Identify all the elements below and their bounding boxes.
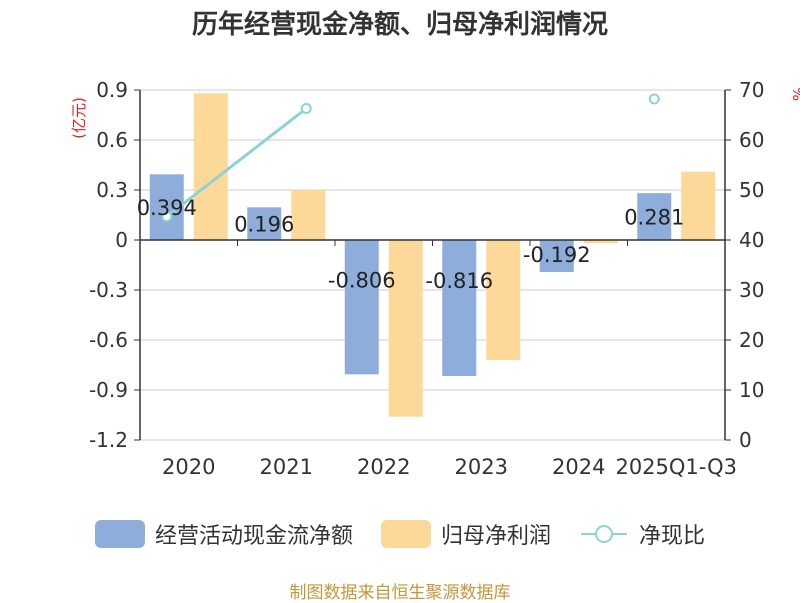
- x-tick-label: 2020: [162, 455, 215, 479]
- bar-operating-cash-flow: [637, 193, 672, 240]
- legend-line-marker-icon: [581, 525, 627, 543]
- x-tick-label: 2021: [260, 455, 313, 479]
- bar-net-profit: [681, 171, 716, 240]
- y-right-tick-label: 40: [739, 228, 764, 252]
- data-label-operating-cash-flow: -0.192: [523, 243, 591, 267]
- ratio-point: [648, 93, 660, 105]
- bar-operating-cash-flow: [442, 240, 477, 376]
- y-right-tick-label: 30: [739, 278, 764, 302]
- y-right-tick-label: 20: [739, 328, 764, 352]
- x-tick-label: 2024: [552, 455, 605, 479]
- bar-operating-cash-flow: [247, 207, 282, 240]
- y-right-tick-label: 60: [739, 128, 764, 152]
- legend-label-net-profit: 归母净利润: [440, 524, 551, 549]
- bar-operating-cash-flow: [539, 240, 574, 272]
- x-tick-label: 2025Q1-Q3: [615, 455, 737, 479]
- legend-swatch-net-profit: [380, 520, 431, 548]
- ratio-point: [300, 103, 312, 114]
- legend-label-operating-cash-flow: 经营活动现金流净额: [154, 524, 353, 549]
- y-right-tick-label: 50: [739, 178, 764, 202]
- ratio-point: [161, 211, 173, 222]
- y-right-tick-label: 10: [739, 378, 764, 402]
- bar-operating-cash-flow: [344, 240, 379, 375]
- ratio-line: [161, 93, 660, 222]
- legend-item-operating-cash-flow[interactable]: 经营活动现金流净额: [94, 518, 353, 550]
- bar-net-profit: [486, 240, 521, 360]
- y-left-tick-label: -1.2: [89, 428, 128, 452]
- bar-net-profit: [583, 240, 618, 244]
- y-left-tick-label: 0.3: [96, 178, 128, 202]
- x-tick-label: 2023: [455, 455, 508, 479]
- bar-net-profit: [291, 190, 326, 240]
- axes: 0.9 0.6 0.3 0 -0.3 -0.6 -0.9 -1.2 70 60 50 40 30 20 10…: [70, 78, 800, 479]
- legend-item-net-profit[interactable]: 归母净利润: [380, 518, 551, 550]
- ratio-line-segment: [165, 107, 308, 218]
- data-source-note: 制图数据来自恒生聚源数据库: [289, 583, 511, 603]
- bars: [149, 93, 716, 417]
- y-left-tick-label: -0.6: [89, 328, 128, 352]
- x-tick-label: 2022: [357, 455, 410, 479]
- legend-item-ratio[interactable]: 净现比: [579, 518, 705, 550]
- y-left-tick-label: -0.3: [89, 278, 128, 302]
- y-left-tick-label: 0.6: [96, 128, 128, 152]
- legend-label-ratio: 净现比: [639, 524, 706, 549]
- data-label-operating-cash-flow: 0.281: [624, 206, 684, 230]
- data-labels: 0.394 0.196 -0.806 -0.816 -0.192 0.281: [137, 196, 685, 293]
- y-left-tick-label: 0.9: [96, 78, 128, 102]
- legend-swatch-operating-cash-flow: [94, 520, 145, 548]
- data-label-operating-cash-flow: 0.196: [234, 213, 294, 237]
- chart-title: 历年经营现金净额、归母净利润情况: [191, 10, 608, 40]
- bar-net-profit: [193, 93, 228, 240]
- chart-legend: 经营活动现金流净额 归母净利润 净现比: [0, 518, 800, 550]
- y-left-unit-label: (亿元): [70, 97, 88, 139]
- y-left-tick-label: 0: [115, 228, 128, 252]
- data-label-operating-cash-flow: -0.816: [425, 269, 493, 293]
- data-label-operating-cash-flow: 0.394: [137, 196, 197, 220]
- y-right-unit-label: %: [790, 87, 800, 101]
- bar-net-profit: [388, 240, 423, 417]
- y-left-tick-label: -0.9: [89, 378, 128, 402]
- y-right-tick-label: 0: [739, 428, 752, 452]
- data-label-operating-cash-flow: -0.806: [328, 269, 396, 293]
- y-right-tick-label: 70: [739, 78, 764, 102]
